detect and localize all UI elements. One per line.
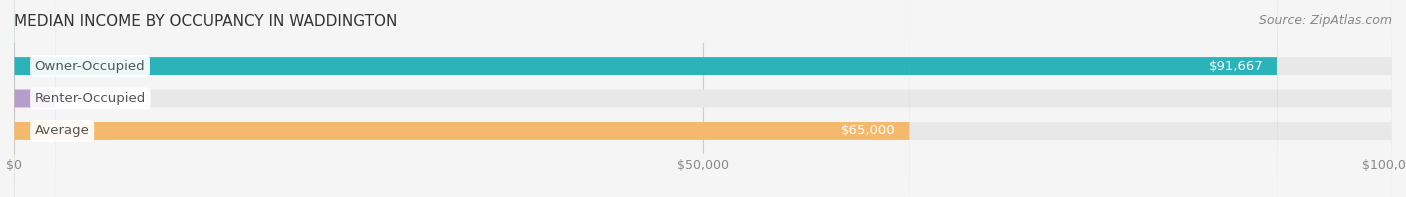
Text: Source: ZipAtlas.com: Source: ZipAtlas.com: [1258, 14, 1392, 27]
Text: $65,000: $65,000: [841, 125, 896, 138]
FancyBboxPatch shape: [14, 0, 1392, 197]
Text: $91,667: $91,667: [1209, 59, 1264, 72]
Text: Renter-Occupied: Renter-Occupied: [35, 92, 146, 105]
Text: $0: $0: [76, 92, 93, 105]
FancyBboxPatch shape: [14, 0, 910, 197]
Text: MEDIAN INCOME BY OCCUPANCY IN WADDINGTON: MEDIAN INCOME BY OCCUPANCY IN WADDINGTON: [14, 14, 398, 29]
FancyBboxPatch shape: [14, 0, 1392, 197]
Text: Owner-Occupied: Owner-Occupied: [35, 59, 145, 72]
FancyBboxPatch shape: [14, 0, 1392, 197]
Text: Average: Average: [35, 125, 90, 138]
FancyBboxPatch shape: [14, 0, 55, 197]
FancyBboxPatch shape: [14, 0, 1277, 197]
